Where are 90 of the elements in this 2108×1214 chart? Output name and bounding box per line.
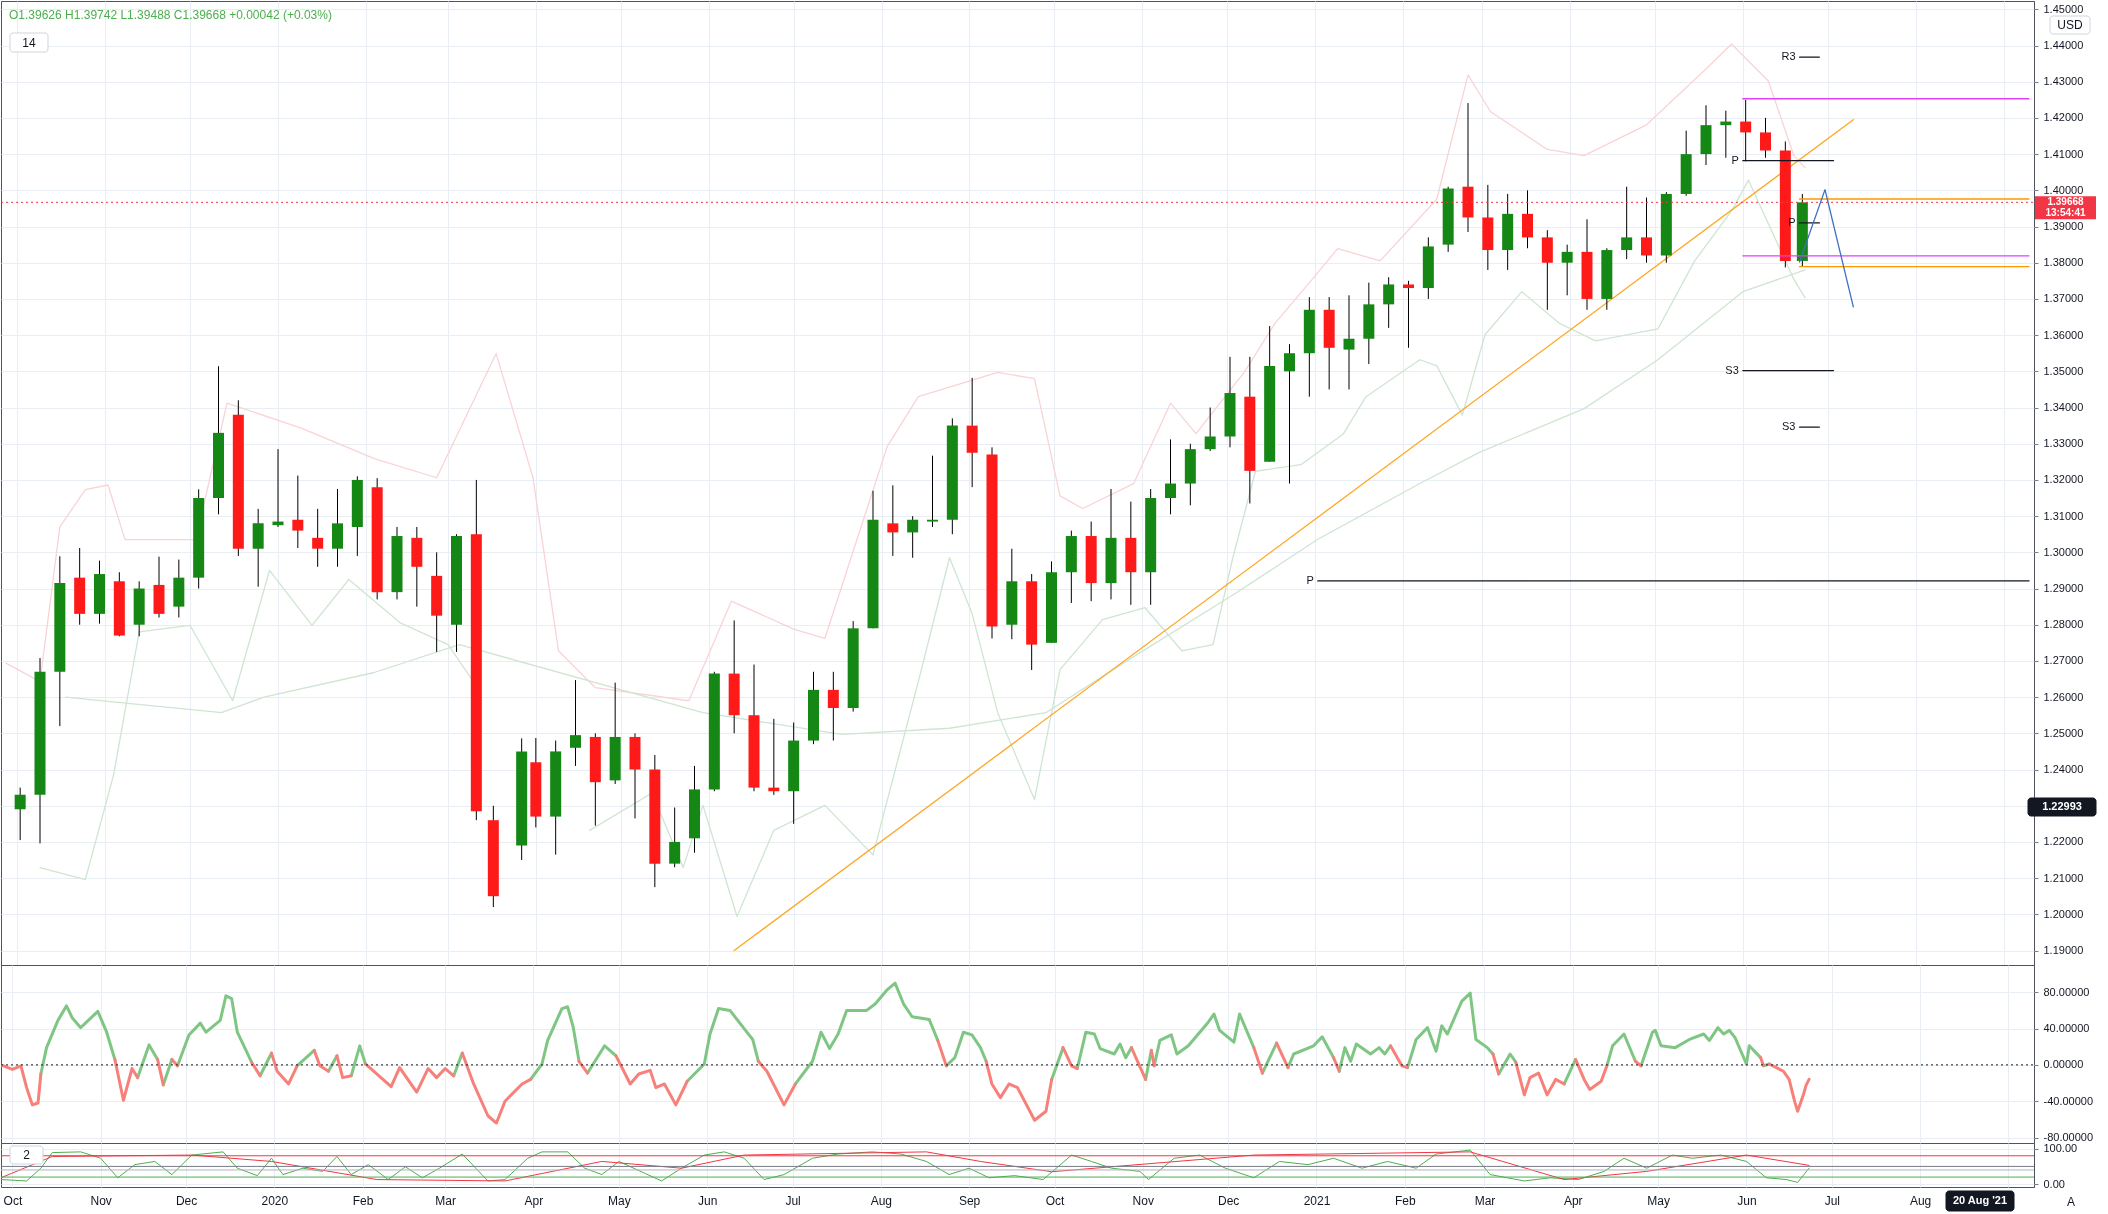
candlestick: [570, 679, 581, 767]
candlestick: [1403, 280, 1414, 349]
candlestick: [1621, 186, 1633, 260]
candlestick: [14, 787, 26, 841]
x-tick-label: Sep: [958, 1193, 981, 1208]
y-tick-label: 1.24000: [2043, 763, 2084, 776]
candlestick: [1165, 438, 1176, 515]
candlestick: [292, 475, 304, 549]
y-tick-label: 1.30000: [2043, 545, 2084, 558]
y-tick-label: 1.43000: [2043, 75, 2084, 88]
x-tick-label: Aug: [1909, 1193, 1932, 1208]
x-tick-label: Mar: [1474, 1193, 1496, 1208]
x-tick-label: Jun: [1737, 1193, 1757, 1208]
y-tick-label: -40.00000: [2043, 1094, 2094, 1107]
y-tick-label: 1.25000: [2043, 726, 2084, 739]
candlestick: [827, 671, 839, 742]
y-tick-label: 40.00000: [2043, 1022, 2090, 1035]
candlestick: [1204, 407, 1216, 452]
y-tick-label: 1.32000: [2043, 473, 2084, 486]
candlestick: [887, 484, 899, 557]
candlestick: [1383, 276, 1395, 329]
x-tick-label: Nov: [1132, 1193, 1154, 1208]
text: USD: [2057, 18, 2083, 32]
x-tick-label: Jul: [1824, 1193, 1841, 1208]
y-tick-label: 0.00: [2043, 1177, 2065, 1190]
x-tick-label: Mar: [435, 1193, 457, 1208]
series-label: S3: [1782, 420, 1796, 433]
x-tick-label: Apr: [1563, 1193, 1583, 1208]
text: 20 Aug '21: [1952, 1194, 2008, 1206]
y-tick-label: 1.41000: [2043, 147, 2084, 160]
annotation: 14: [22, 35, 36, 50]
candlestick: [1284, 343, 1295, 485]
x-tick-label: Aug: [870, 1193, 893, 1208]
annotation: O1.39626 H1.39742 L1.39488 C1.39668 +0.00042 (+0.03%): [9, 8, 332, 22]
x-tick-label: Jun: [697, 1193, 718, 1208]
y-tick-label: 1.45000: [2043, 2, 2084, 15]
x-tick-label: Oct: [3, 1193, 23, 1208]
y-tick-label: 1.28000: [2043, 618, 2084, 631]
y-tick-label: 1.44000: [2043, 39, 2084, 52]
text: 1.22993: [2042, 800, 2082, 812]
candlestick: [1343, 294, 1355, 390]
y-tick-label: 1.35000: [2043, 364, 2084, 377]
y-tick-label: 1.19000: [2043, 944, 2084, 957]
x-tick-label: 2021: [1303, 1193, 1331, 1208]
y-tick-label: 1.36000: [2043, 328, 2084, 341]
y-tick-label: 1.22000: [2043, 835, 2084, 848]
x-tick-label: Jul: [785, 1193, 801, 1208]
y-tick-label: 1.31000: [2043, 509, 2084, 522]
x-tick-label: May: [1647, 1193, 1670, 1208]
y-tick-label: 1.39000: [2043, 220, 2084, 233]
candlestick: [312, 508, 324, 568]
ref-line-label: 1.39668 13:54:41: [2045, 196, 2086, 219]
annotation: 2: [23, 1148, 31, 1162]
candlestick: [1641, 197, 1652, 264]
x-tick-label: Dec: [175, 1193, 198, 1208]
y-tick-label: 1.33000: [2043, 437, 2084, 450]
y-tick-label: 1.20000: [2043, 907, 2084, 920]
y-tick-label: 1.37000: [2043, 292, 2084, 305]
y-tick-label: 100.00: [2043, 1142, 2078, 1155]
candlestick: [1740, 99, 1752, 162]
candlestick: [907, 515, 919, 559]
y-tick-label: 1.38000: [2043, 256, 2084, 269]
y-tick-label: 80.00000: [2043, 985, 2090, 998]
series-label: P: [1731, 153, 1739, 166]
x-tick-label: Apr: [524, 1193, 544, 1208]
y-tick-label: 1.34000: [2043, 401, 2084, 414]
y-tick-label: 1.29000: [2043, 582, 2084, 595]
x-tick-label: Dec: [1218, 1193, 1240, 1208]
y-tick-label: -80.00000: [2043, 1131, 2094, 1144]
candlestick: [927, 455, 938, 528]
x-tick-label: Feb: [1394, 1193, 1416, 1208]
candlestick: [669, 807, 681, 868]
y-tick-label: 1.27000: [2043, 654, 2084, 667]
series-label: P: [1306, 573, 1314, 586]
x-tick-label: 2020: [261, 1193, 289, 1208]
x-tick-label: Feb: [352, 1193, 374, 1208]
x-tick-label: Nov: [90, 1193, 112, 1208]
y-tick-label: 1.26000: [2043, 690, 2084, 703]
series-label: R3: [1781, 50, 1796, 63]
x-tick-label: Oct: [1045, 1193, 1066, 1208]
candlestick: [1760, 117, 1771, 159]
y-tick-label: 0.00000: [2043, 1058, 2084, 1071]
candlestick: [1522, 189, 1533, 249]
text: A: [2066, 1195, 2076, 1209]
series-label: S3: [1725, 363, 1739, 376]
y-tick-label: 1.40000: [2043, 183, 2084, 196]
y-tick-label: 1.42000: [2043, 111, 2084, 124]
x-tick-label: May: [608, 1193, 631, 1208]
candlestick: [1561, 244, 1573, 296]
y-tick-label: 1.21000: [2043, 871, 2084, 884]
